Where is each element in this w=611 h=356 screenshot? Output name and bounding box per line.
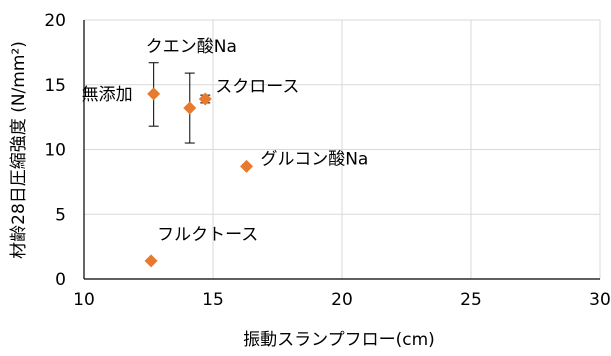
axes: 10 15 20 25 30 0 5 10 15 20 [44, 11, 610, 310]
data-point [183, 101, 197, 115]
y-tick-label: 0 [55, 270, 66, 290]
gridlines [84, 19, 601, 279]
error-bars [148, 62, 211, 144]
data-point [198, 92, 212, 106]
y-tick-label: 10 [44, 141, 66, 161]
data-label: 無添加 [82, 85, 133, 105]
data-point [144, 254, 158, 268]
data-point [147, 87, 161, 101]
y-tick-label: 20 [44, 11, 66, 31]
y-axis-title: 材齢28日圧縮強度 (N/mm²) [9, 41, 29, 259]
y-tick-label: 15 [44, 76, 66, 96]
x-tick-label: 30 [589, 290, 611, 310]
data-point [240, 159, 254, 173]
data-label: クエン酸Na [146, 37, 237, 57]
x-axis-title: 振動スランプフロー(cm) [243, 330, 435, 350]
x-tick-label: 20 [331, 290, 353, 310]
data-label: スクロース [215, 77, 299, 97]
x-tick-label: 25 [460, 290, 482, 310]
x-tick-label: 15 [202, 290, 224, 310]
data-label: グルコン酸Na [261, 149, 369, 169]
data-points [144, 87, 254, 268]
data-label: フルクトース [157, 225, 258, 245]
y-tick-label: 5 [55, 205, 66, 225]
x-tick-label: 10 [73, 290, 95, 310]
